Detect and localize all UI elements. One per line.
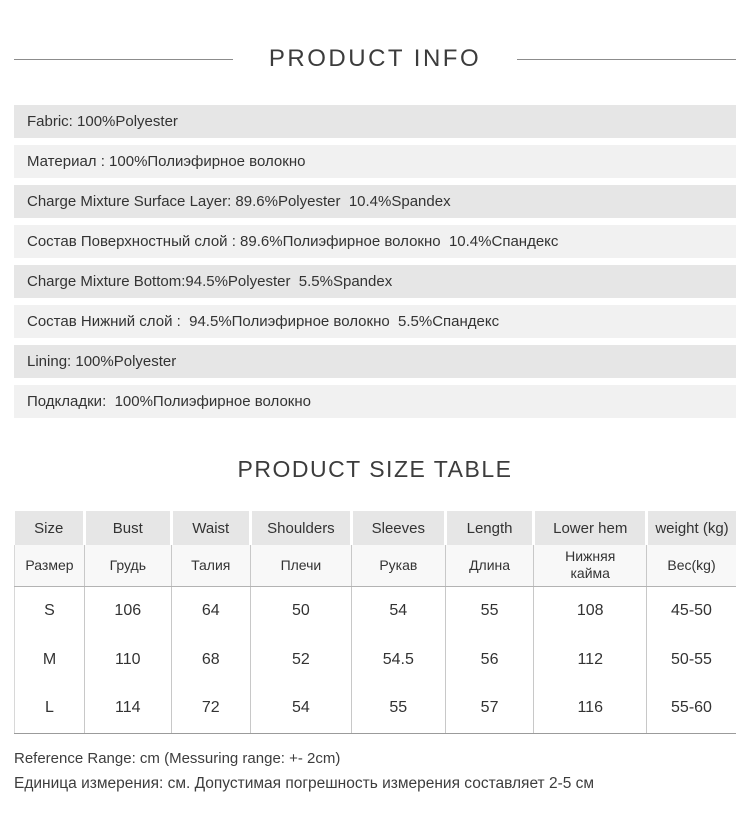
- info-row-fabric-en: Fabric: 100%Polyester: [14, 105, 736, 138]
- size-table-header-row-en: Size Bust Waist Shoulders Sleeves Length…: [14, 511, 736, 545]
- cell-l-size: L: [14, 684, 85, 734]
- col-header-waist-ru: Талия: [171, 545, 251, 587]
- decorative-line-left: [14, 58, 233, 60]
- reference-range-ru: Единица измерения: см. Допустимая погреш…: [14, 774, 595, 792]
- cell-s-bust: 106: [84, 586, 172, 635]
- col-header-weight: weight (kg): [646, 511, 736, 545]
- reference-range-en: Reference Range: cm (Messuring range: +-…: [14, 749, 341, 767]
- info-row-lining-en: Lining: 100%Polyester: [14, 345, 736, 378]
- cell-m-length: 56: [445, 635, 535, 684]
- cell-s-lower-hem: 108: [533, 586, 647, 635]
- size-row-m: M 110 68 52 54.5 56 112 50-55: [14, 635, 736, 684]
- cell-l-waist: 72: [171, 684, 251, 734]
- cell-s-waist: 64: [171, 586, 251, 635]
- info-row-fabric-ru: Материал : 100%Полиэфирное волокно: [14, 145, 736, 178]
- col-header-weight-ru: Вес(kg): [646, 545, 736, 587]
- cell-l-weight: 55-60: [646, 684, 736, 734]
- col-header-sleeves: Sleeves: [351, 511, 447, 545]
- info-row-bottom-layer-en: Charge Mixture Bottom:94.5%Polyester 5.5…: [14, 265, 736, 298]
- product-info-title: PRODUCT INFO: [268, 45, 482, 72]
- cell-l-length: 57: [445, 684, 535, 734]
- col-header-bust: Bust: [84, 511, 173, 545]
- cell-l-shoulders: 54: [250, 684, 352, 734]
- size-table-header-row-ru: Размер Грудь Талия Плечи Рукав Длина Ниж…: [14, 545, 736, 587]
- info-row-surface-layer-en: Charge Mixture Surface Layer: 89.6%Polye…: [14, 185, 736, 218]
- col-header-length: Length: [445, 511, 536, 545]
- info-row-lining-ru: Подкладки: 100%Полиэфирное волокно: [14, 385, 736, 418]
- info-row-bottom-layer-ru: Состав Нижний слой : 94.5%Полиэфирное во…: [14, 305, 736, 338]
- cell-m-shoulders: 52: [250, 635, 352, 684]
- col-header-lower-hem-ru: Нижняя кайма: [533, 545, 647, 587]
- cell-s-shoulders: 50: [250, 586, 352, 635]
- cell-s-sleeves: 54: [351, 586, 446, 635]
- decorative-line-right: [517, 58, 737, 60]
- cell-s-length: 55: [445, 586, 535, 635]
- cell-m-bust: 110: [84, 635, 172, 684]
- cell-m-size: M: [14, 635, 85, 684]
- size-row-s: S 106 64 50 54 55 108 45-50: [14, 586, 736, 635]
- col-header-size: Size: [14, 511, 86, 545]
- col-header-shoulders: Shoulders: [250, 511, 353, 545]
- product-info-header: PRODUCT INFO: [14, 44, 737, 74]
- fabric-info-list: Fabric: 100%Polyester Материал : 100%Пол…: [14, 105, 736, 418]
- cell-m-sleeves: 54.5: [351, 635, 446, 684]
- col-header-lower-hem: Lower hem: [533, 511, 648, 545]
- size-table: Size Bust Waist Shoulders Sleeves Length…: [14, 511, 736, 734]
- cell-l-lower-hem: 116: [533, 684, 647, 734]
- col-header-length-ru: Длина: [445, 545, 535, 587]
- cell-s-weight: 45-50: [646, 586, 736, 635]
- info-row-surface-layer-ru: Состав Поверхностный слой : 89.6%Полиэфи…: [14, 225, 736, 258]
- cell-s-size: S: [14, 586, 85, 635]
- col-header-bust-ru: Грудь: [84, 545, 172, 587]
- cell-m-waist: 68: [171, 635, 251, 684]
- cell-m-weight: 50-55: [646, 635, 736, 684]
- size-row-l: L 114 72 54 55 57 116 55-60: [14, 684, 736, 734]
- col-header-shoulders-ru: Плечи: [250, 545, 352, 587]
- cell-l-bust: 114: [84, 684, 172, 734]
- cell-m-lower-hem: 112: [533, 635, 647, 684]
- cell-l-sleeves: 55: [351, 684, 446, 734]
- col-header-waist: Waist: [171, 511, 252, 545]
- size-table-title: PRODUCT SIZE TABLE: [237, 456, 513, 482]
- col-header-size-ru: Размер: [14, 545, 85, 587]
- col-header-sleeves-ru: Рукав: [351, 545, 446, 587]
